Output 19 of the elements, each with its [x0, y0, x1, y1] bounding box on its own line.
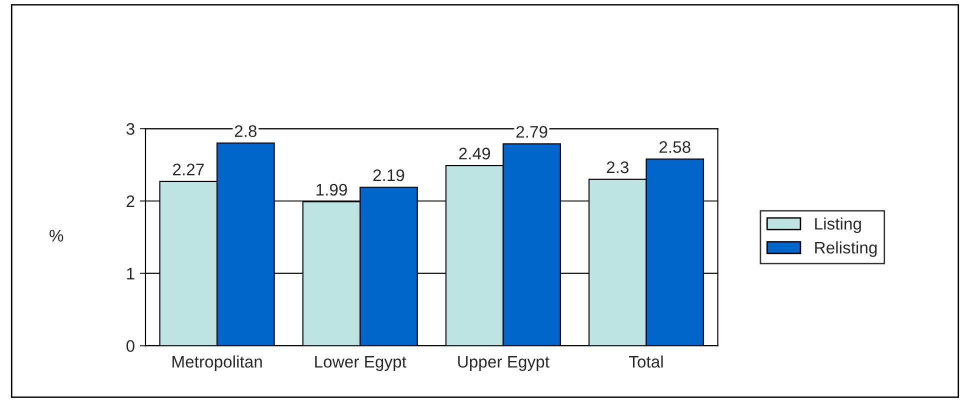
- data-label: 1.99: [316, 184, 347, 196]
- y-tick-label: 1: [127, 268, 134, 280]
- y-tick-label: 3: [126, 123, 134, 135]
- data-label: 2.8: [234, 125, 257, 138]
- data-label: 2.19: [373, 169, 404, 182]
- y-tick-label: 0: [126, 340, 134, 352]
- x-tick-label: Metropolitan: [172, 355, 262, 371]
- y-axis-title: %: [50, 230, 64, 242]
- x-tick-label: Lower Egypt: [315, 356, 406, 371]
- data-label: 2.49: [459, 148, 490, 160]
- x-tick-label: Upper Egypt: [458, 356, 550, 371]
- data-label: 2.79: [516, 126, 548, 138]
- data-label: 2.3: [606, 161, 628, 174]
- data-label: 2.27: [173, 164, 204, 176]
- legend-label: Listing: [815, 217, 861, 234]
- data-label: 2.58: [660, 141, 690, 153]
- legend-label: Relisting: [815, 241, 877, 257]
- x-tick-label: Total: [629, 355, 663, 368]
- y-tick-label: 2: [126, 195, 134, 208]
